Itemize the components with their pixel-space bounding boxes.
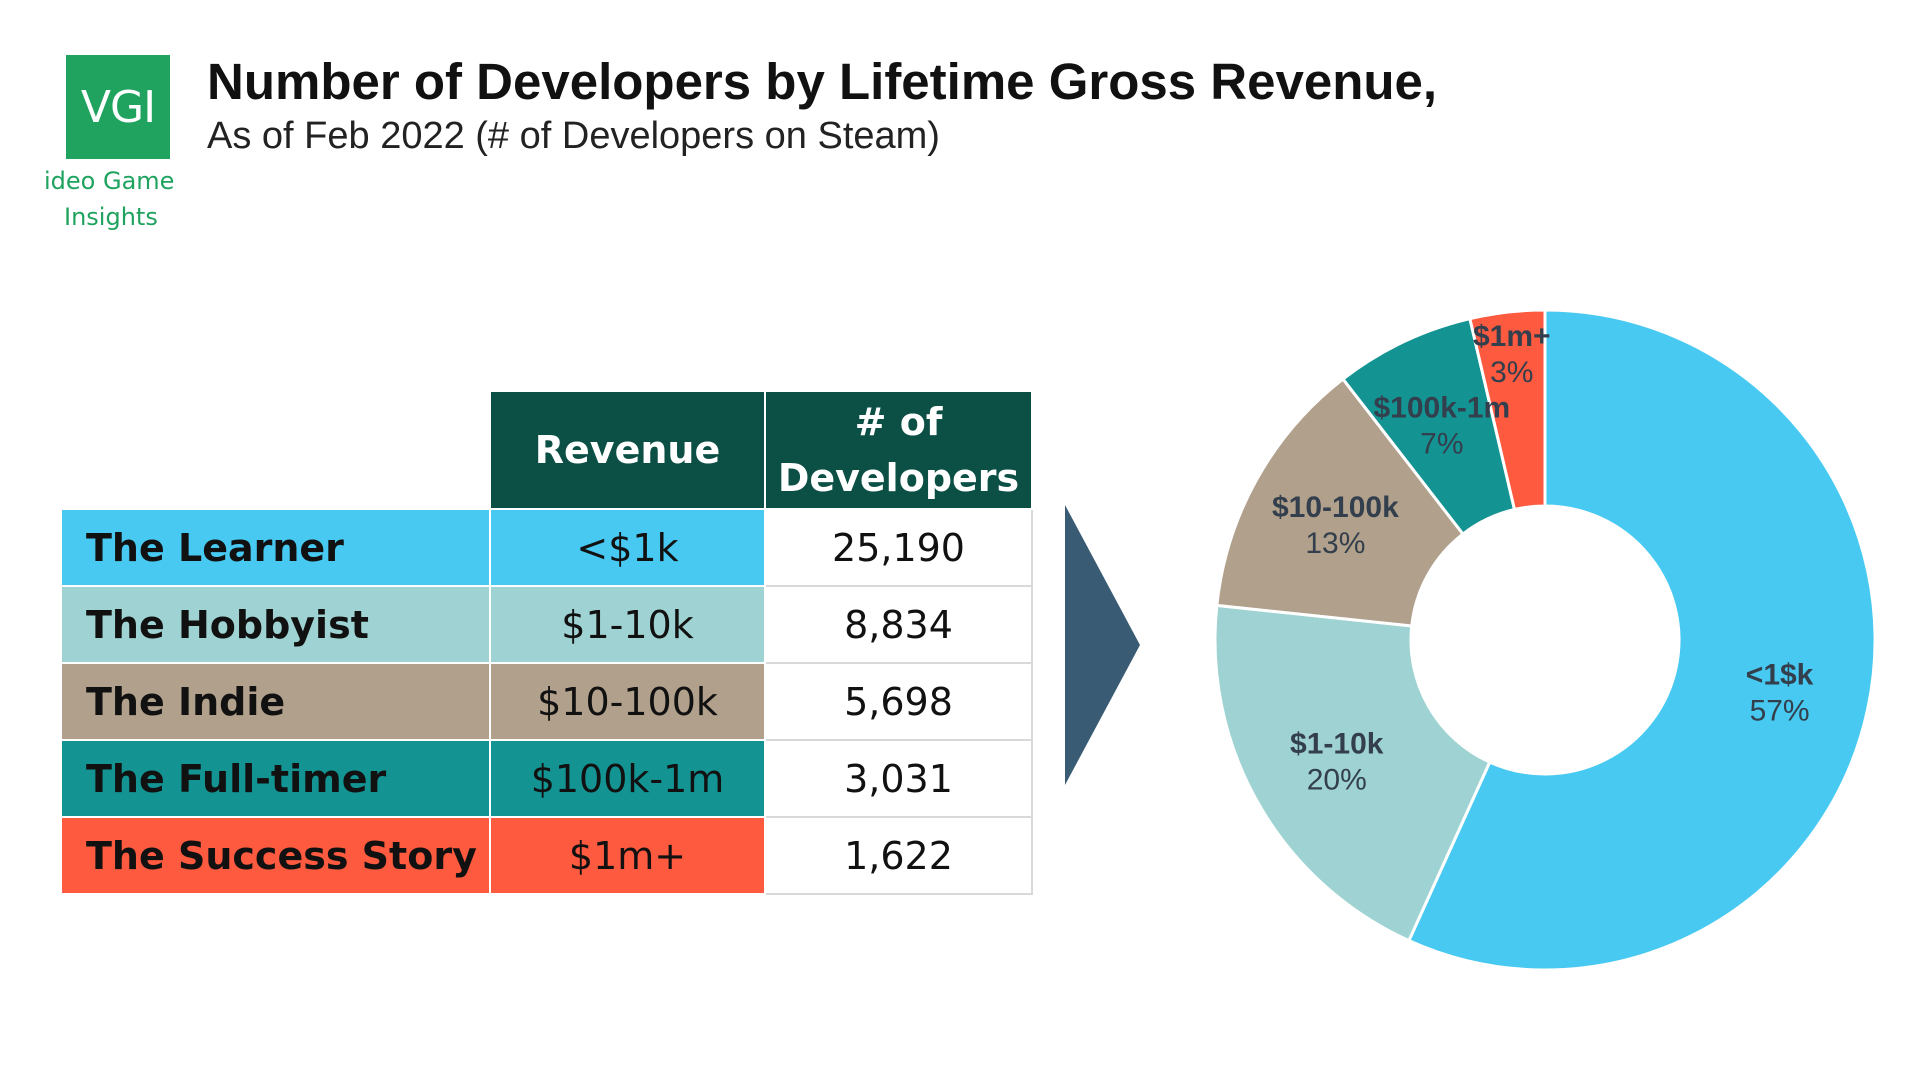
row-count-cell: 3,031 (764, 739, 1033, 818)
slice-percent-label: 57% (1750, 695, 1810, 728)
table-row: The Full-timer $100k-1m 3,031 (60, 739, 1033, 818)
row-revenue-cell: <$1k (489, 508, 766, 587)
row-revenue-cell: $1m+ (489, 816, 766, 895)
slice-category-label: <1$k (1746, 659, 1814, 692)
slice-category-label: $100k-1m (1373, 391, 1510, 424)
row-name-cell: The Indie (60, 662, 491, 741)
donut-slice (1215, 376, 1466, 628)
table-header-revenue: Revenue (489, 390, 766, 510)
page-subtitle: As of Feb 2022 (# of Developers on Steam… (207, 115, 940, 157)
table-header-count-line2: Developers (777, 456, 1020, 500)
slice-percent-label: 7% (1420, 427, 1463, 460)
slice-percent-label: 13% (1305, 527, 1365, 560)
row-name-cell: The Hobbyist (60, 585, 491, 664)
logo-mark: VGI (80, 81, 156, 133)
table-row: The Success Story $1m+ 1,622 (60, 816, 1033, 895)
table-header-count-line1: # of (854, 400, 943, 444)
revenue-table: Revenue # of Developers The Learner <$1k… (60, 390, 1033, 895)
slice-percent-label: 20% (1307, 763, 1367, 796)
logo-text-line2: Insights (64, 203, 158, 231)
table-header-row: Revenue # of Developers (60, 390, 1033, 510)
donut-slice (1213, 603, 1492, 943)
row-name-cell: The Success Story (60, 816, 491, 895)
row-name-cell: The Full-timer (60, 739, 491, 818)
row-revenue-cell: $1-10k (489, 585, 766, 664)
logo-mark-box: VGI (66, 55, 170, 159)
donut-slice (1468, 308, 1547, 512)
table-row: The Hobbyist $1-10k 8,834 (60, 585, 1033, 664)
donut-slice (1406, 308, 1877, 972)
row-name-cell: The Learner (60, 508, 491, 587)
logo-text-line1: ideo Game (44, 167, 175, 195)
slice-category-label: $1m+ (1473, 320, 1551, 353)
row-revenue-cell: $10-100k (489, 662, 766, 741)
table-header-count: # of Developers (764, 390, 1033, 510)
chevron-right-icon (1065, 505, 1140, 785)
slice-category-label: $10-100k (1272, 491, 1399, 524)
page-title: Number of Developers by Lifetime Gross R… (207, 53, 1438, 110)
row-count-cell: 8,834 (764, 585, 1033, 664)
row-count-cell: 5,698 (764, 662, 1033, 741)
slice-category-label: $1-10k (1290, 727, 1384, 760)
arrow-shape (1065, 505, 1140, 785)
row-count-cell: 25,190 (764, 508, 1033, 587)
donut-slices (1213, 308, 1877, 972)
table-row: The Indie $10-100k 5,698 (60, 662, 1033, 741)
vgi-logo: VGI ideo Game Insights (44, 55, 192, 235)
row-count-cell: 1,622 (764, 816, 1033, 895)
table-row: The Learner <$1k 25,190 (60, 508, 1033, 587)
table-header-blank (60, 390, 491, 510)
slice-percent-label: 3% (1490, 356, 1533, 389)
row-revenue-cell: $100k-1m (489, 739, 766, 818)
